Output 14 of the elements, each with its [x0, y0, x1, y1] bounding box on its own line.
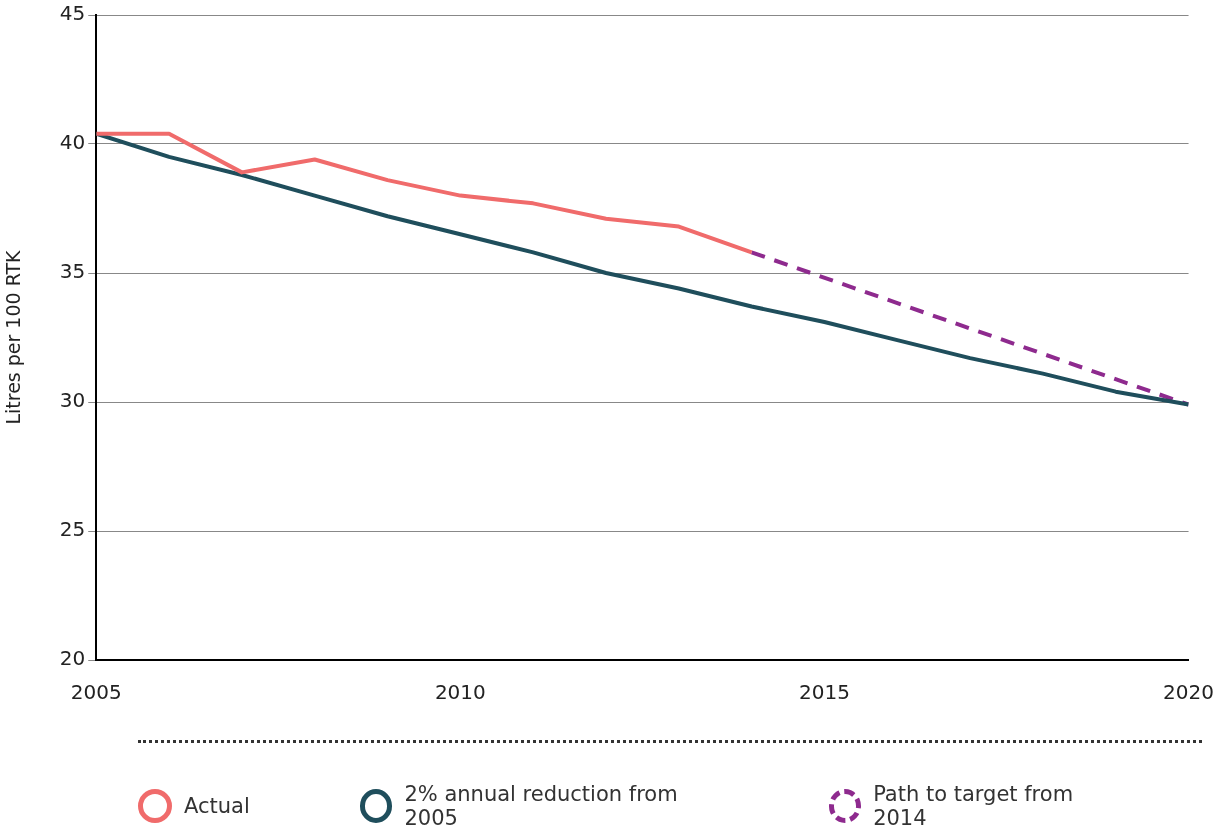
x-tick-label: 2020 — [1163, 680, 1214, 705]
legend-label: Path to target from 2014 — [873, 782, 1075, 828]
y-tick-label: 40 — [59, 130, 86, 155]
x-tick-label: 2015 — [799, 680, 850, 705]
y-tick-label: 45 — [59, 1, 86, 26]
y-tick-label: 35 — [59, 259, 86, 284]
legend-label: Actual — [184, 794, 250, 818]
legend-label: 2% annual reduction from 2005 — [404, 782, 679, 828]
y-tick-label: 30 — [59, 388, 86, 413]
x-tick-label: 2010 — [434, 680, 486, 705]
y-tick-label: 20 — [59, 646, 86, 671]
y-axis-title: Litres per 100 RTK — [2, 249, 25, 425]
x-tick-label: 2005 — [70, 680, 122, 705]
y-tick-label: 25 — [59, 517, 86, 542]
